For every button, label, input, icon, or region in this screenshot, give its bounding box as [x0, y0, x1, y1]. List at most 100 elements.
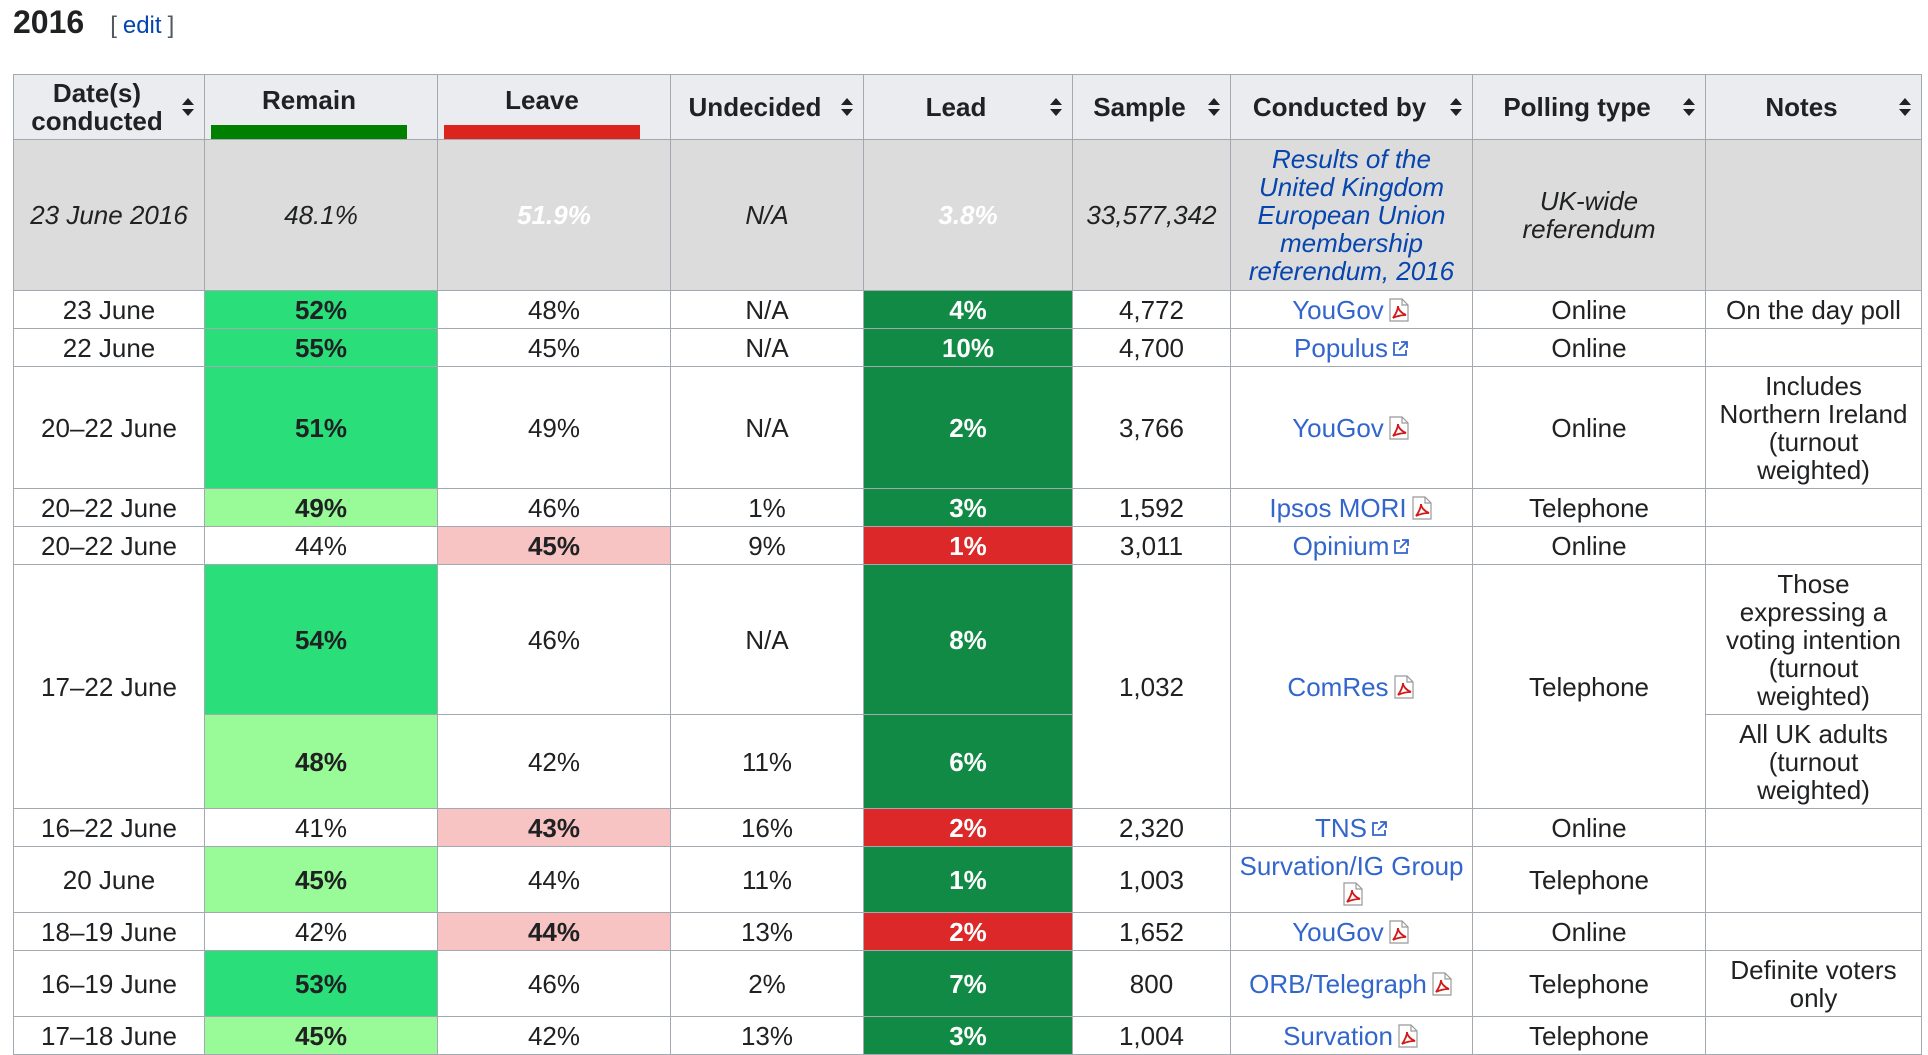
- poll-conducted-by: YouGov: [1230, 290, 1473, 329]
- poll-conducted-by: Survation/IG Group: [1230, 846, 1473, 913]
- pollster-link[interactable]: Populus: [1294, 332, 1388, 363]
- poll-date: 22 June: [13, 328, 205, 367]
- pdf-icon: [1412, 495, 1432, 520]
- poll-remain: 45%: [204, 846, 438, 913]
- poll-leave: 45%: [437, 526, 671, 565]
- poll-undecided: N/A: [670, 366, 864, 489]
- pollster-link[interactable]: YouGov: [1292, 294, 1384, 325]
- pollster-link[interactable]: TNS: [1315, 812, 1367, 843]
- sort-icon[interactable]: [1899, 97, 1911, 117]
- poll-undecided: 16%: [670, 808, 864, 847]
- table-row: 20–22 June 44% 45% 9% 1% 3,011 Opinium O…: [13, 526, 1922, 565]
- sort-icon[interactable]: [1208, 97, 1220, 117]
- poll-conducted-by: Opinium: [1230, 526, 1473, 565]
- table-row: 22 June 55% 45% N/A 10% 4,700 Populus On…: [13, 328, 1922, 367]
- result-remain: 48.1%: [204, 139, 438, 291]
- col-header-leave[interactable]: Leave: [437, 74, 671, 140]
- col-header-polling-type[interactable]: Polling type: [1472, 74, 1706, 140]
- table-row: 48% 42% 11% 6% All UK adults (turnout we…: [14, 714, 1922, 809]
- col-header-remain[interactable]: Remain: [204, 74, 438, 140]
- poll-notes: [1705, 808, 1922, 847]
- pollster-link[interactable]: ComRes: [1287, 671, 1389, 702]
- col-header-undecided[interactable]: Undecided: [670, 74, 864, 140]
- table-row: 18–19 June 42% 44% 13% 2% 1,652 YouGov O…: [13, 912, 1922, 951]
- poll-notes: All UK adults (turnout weighted): [1705, 714, 1922, 809]
- table-row: 23 June 52% 48% N/A 4% 4,772 YouGov Onli…: [13, 290, 1922, 329]
- poll-undecided: 1%: [670, 488, 864, 527]
- table-row: 20 June 45% 44% 11% 1% 1,003 Survation/I…: [13, 846, 1922, 913]
- poll-conducted-by: YouGov: [1230, 366, 1473, 489]
- poll-notes: Those expressing a voting intention (tur…: [1705, 564, 1922, 715]
- pollster-link[interactable]: YouGov: [1292, 916, 1384, 947]
- pollster-link[interactable]: ORB/Telegraph: [1249, 968, 1427, 999]
- poll-undecided: 13%: [670, 912, 864, 951]
- result-sample: 33,577,342: [1072, 139, 1231, 291]
- poll-sample: 1,652: [1072, 912, 1231, 951]
- col-header-undecided-label: Undecided: [688, 92, 822, 122]
- poll-lead: 10%: [863, 328, 1073, 367]
- poll-sample: 800: [1072, 950, 1231, 1017]
- remain-color-swatch: [211, 125, 407, 139]
- poll-date: 20–22 June: [13, 526, 205, 565]
- poll-date: 20 June: [13, 846, 205, 913]
- poll-lead: 8%: [863, 564, 1073, 715]
- poll-date: 16–19 June: [13, 950, 205, 1017]
- result-polling-type: UK-wide referendum: [1472, 139, 1706, 291]
- col-header-sample[interactable]: Sample: [1072, 74, 1231, 140]
- col-header-conducted-by[interactable]: Conducted by: [1230, 74, 1473, 140]
- sort-icon[interactable]: [1450, 97, 1462, 117]
- col-header-dates-line2: conducted: [31, 106, 163, 136]
- poll-conducted-by: YouGov: [1230, 912, 1473, 951]
- col-header-leave-label: Leave: [505, 85, 579, 115]
- poll-sample: 1,003: [1072, 846, 1231, 913]
- result-notes: [1705, 139, 1922, 291]
- sort-icon[interactable]: [841, 97, 853, 117]
- edit-bracket-close: ]: [167, 12, 175, 39]
- poll-type: Telephone: [1472, 846, 1706, 913]
- header-row: Date(s) conducted Remain Leave Undecided …: [13, 74, 1922, 140]
- sort-icon[interactable]: [1683, 97, 1695, 117]
- pollster-link[interactable]: YouGov: [1292, 412, 1384, 443]
- result-link[interactable]: Results of the United Kingdom European U…: [1248, 144, 1455, 286]
- poll-leave: 49%: [437, 366, 671, 489]
- poll-remain: 52%: [204, 290, 438, 329]
- poll-sample: 3,766: [1072, 366, 1231, 489]
- poll-type: Online: [1472, 526, 1706, 565]
- edit-section: [edit]: [110, 12, 174, 40]
- poll-notes: Includes Northern Ireland (turnout weigh…: [1705, 366, 1922, 489]
- poll-lead: 6%: [863, 714, 1073, 809]
- sort-icon[interactable]: [1050, 97, 1062, 117]
- poll-sample: 4,772: [1072, 290, 1231, 329]
- pollster-link[interactable]: Survation: [1283, 1020, 1393, 1051]
- section-heading-row: 2016 [edit]: [13, 4, 174, 48]
- col-header-notes[interactable]: Notes: [1705, 74, 1922, 140]
- poll-undecided: 13%: [670, 1016, 864, 1055]
- poll-lead: 1%: [863, 526, 1073, 565]
- poll-leave: 46%: [437, 950, 671, 1017]
- poll-lead: 2%: [863, 366, 1073, 489]
- poll-lead: 4%: [863, 290, 1073, 329]
- edit-link[interactable]: edit: [122, 12, 162, 39]
- poll-remain: 41%: [204, 808, 438, 847]
- poll-remain: 42%: [204, 912, 438, 951]
- result-date: 23 June 2016: [13, 139, 205, 291]
- pdf-icon: [1343, 881, 1363, 906]
- pollster-link[interactable]: Ipsos MORI: [1269, 492, 1407, 523]
- col-header-notes-label: Notes: [1765, 92, 1838, 122]
- poll-sample: 3,011: [1072, 526, 1231, 565]
- col-header-polling-type-label: Polling type: [1503, 92, 1651, 122]
- col-header-lead[interactable]: Lead: [863, 74, 1073, 140]
- pollster-link[interactable]: Survation/IG Group: [1239, 850, 1464, 881]
- col-header-lead-label: Lead: [925, 92, 987, 122]
- sort-icon[interactable]: [182, 97, 194, 117]
- col-header-sample-label: Sample: [1093, 92, 1186, 122]
- poll-undecided: N/A: [670, 564, 864, 715]
- poll-leave: 46%: [437, 488, 671, 527]
- poll-date: 20–22 June: [13, 488, 205, 527]
- pdf-icon: [1432, 971, 1452, 996]
- pollster-link[interactable]: Opinium: [1292, 530, 1390, 561]
- pdf-icon: [1389, 297, 1409, 322]
- col-header-dates[interactable]: Date(s) conducted: [13, 74, 205, 140]
- poll-remain: 45%: [204, 1016, 438, 1055]
- poll-type: Online: [1472, 912, 1706, 951]
